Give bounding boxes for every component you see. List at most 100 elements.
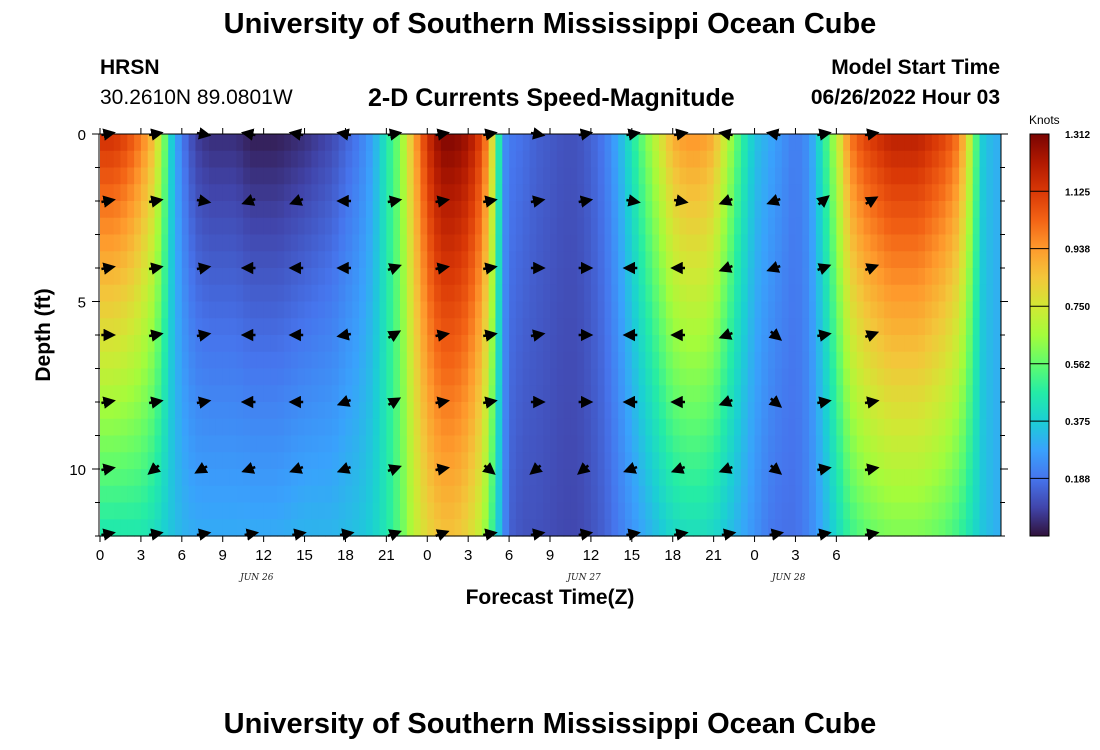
heatmap-cell (468, 318, 476, 336)
heatmap-cell (134, 201, 142, 219)
heatmap-cell (127, 284, 135, 303)
heatmap-cell (222, 184, 231, 202)
heatmap-cell (120, 335, 128, 353)
heatmap-cell (515, 519, 524, 537)
heatmap-cell (188, 284, 197, 303)
heatmap-cell (263, 251, 272, 269)
heatmap-cell (747, 167, 756, 185)
heatmap-cell (522, 502, 531, 520)
heatmap-cell (952, 217, 960, 236)
heatmap-cell (693, 301, 701, 319)
heatmap-cell (904, 150, 912, 169)
heatmap-cell (495, 368, 503, 386)
heatmap-cell (379, 251, 387, 269)
heatmap-cell (100, 452, 108, 470)
heatmap-cell (454, 351, 462, 370)
heatmap-cell (584, 201, 592, 219)
heatmap-cell (100, 402, 108, 420)
heatmap-cell (536, 469, 544, 487)
heatmap-cell (856, 150, 865, 169)
heatmap-cell (100, 469, 108, 487)
heatmap-cell (106, 485, 115, 504)
heatmap-cell (611, 251, 619, 269)
heatmap-cell (570, 519, 578, 537)
heatmap-cell (140, 284, 149, 303)
heatmap-cell (822, 150, 831, 169)
heatmap-cell (863, 368, 872, 386)
heatmap-cell (372, 251, 381, 269)
heatmap-cell (686, 351, 694, 370)
heatmap-cell (884, 184, 892, 202)
heatmap-cell (243, 234, 251, 252)
heatmap-cell (911, 519, 919, 537)
current-vector-arrow (529, 462, 543, 475)
heatmap-cell (740, 418, 749, 437)
heatmap-cell (700, 150, 708, 169)
heatmap-cell (106, 318, 115, 336)
heatmap-cell (256, 402, 265, 420)
heatmap-cell (427, 234, 435, 252)
heatmap-cell (843, 335, 851, 353)
heatmap-cell (345, 351, 353, 370)
heatmap-cell (550, 167, 558, 185)
heatmap-cell (904, 268, 912, 286)
heatmap-cell (100, 167, 108, 185)
heatmap-cell (686, 485, 694, 504)
heatmap-cell (604, 435, 612, 453)
heatmap-cell (522, 251, 531, 269)
heatmap-cell (140, 502, 149, 520)
heatmap-cell (809, 234, 817, 252)
heatmap-cell (965, 402, 974, 420)
heatmap-cell (877, 217, 885, 236)
heatmap-cell (236, 519, 244, 537)
heatmap-cell (372, 184, 381, 202)
heatmap-cell (106, 435, 115, 453)
heatmap-cell (256, 368, 265, 386)
heatmap-cell (938, 268, 947, 286)
heatmap-cell (345, 502, 353, 520)
heatmap-cell (652, 435, 660, 453)
heatmap-cell (406, 150, 415, 169)
heatmap-cell (938, 335, 947, 353)
heatmap-cell (590, 150, 599, 169)
heatmap-cell (809, 402, 817, 420)
heatmap-cell (488, 284, 497, 303)
heatmap-cell (447, 284, 456, 303)
heatmap-cell (570, 335, 578, 353)
heatmap-cell (877, 335, 885, 353)
heatmap-cell (631, 351, 640, 370)
heatmap-cell (856, 485, 865, 504)
heatmap-cell (556, 234, 565, 252)
heatmap-cell (795, 351, 803, 370)
heatmap-cell (706, 519, 715, 537)
heatmap-cell (175, 402, 183, 420)
heatmap-cell (284, 469, 292, 487)
heatmap-cell (447, 184, 456, 202)
heatmap-cell (229, 217, 237, 236)
heatmap-cell (754, 284, 762, 303)
heatmap-cell (863, 201, 872, 219)
heatmap-cell (502, 385, 510, 403)
heatmap-cell (495, 502, 503, 520)
heatmap-cell (100, 519, 108, 537)
heatmap-cell (993, 485, 1001, 504)
current-vector-arrow (148, 396, 164, 409)
heatmap-cell (236, 150, 244, 169)
current-vector-arrow (482, 396, 498, 409)
heatmap-cell (297, 201, 306, 219)
heatmap-cell (134, 301, 142, 319)
heatmap-cell (393, 435, 401, 453)
heatmap-cell (775, 167, 783, 185)
heatmap-cell (168, 335, 176, 353)
heatmap-cell (590, 418, 599, 437)
heatmap-cell (400, 368, 408, 386)
heatmap-cell (515, 167, 524, 185)
current-vector-arrow (194, 462, 209, 474)
heatmap-cell (829, 351, 837, 370)
heatmap-cell (815, 268, 824, 286)
heatmap-cell (938, 217, 947, 236)
heatmap-cell (815, 150, 824, 169)
heatmap-cell (713, 519, 722, 537)
heatmap-cell (113, 469, 122, 487)
heatmap-cell (359, 335, 367, 353)
